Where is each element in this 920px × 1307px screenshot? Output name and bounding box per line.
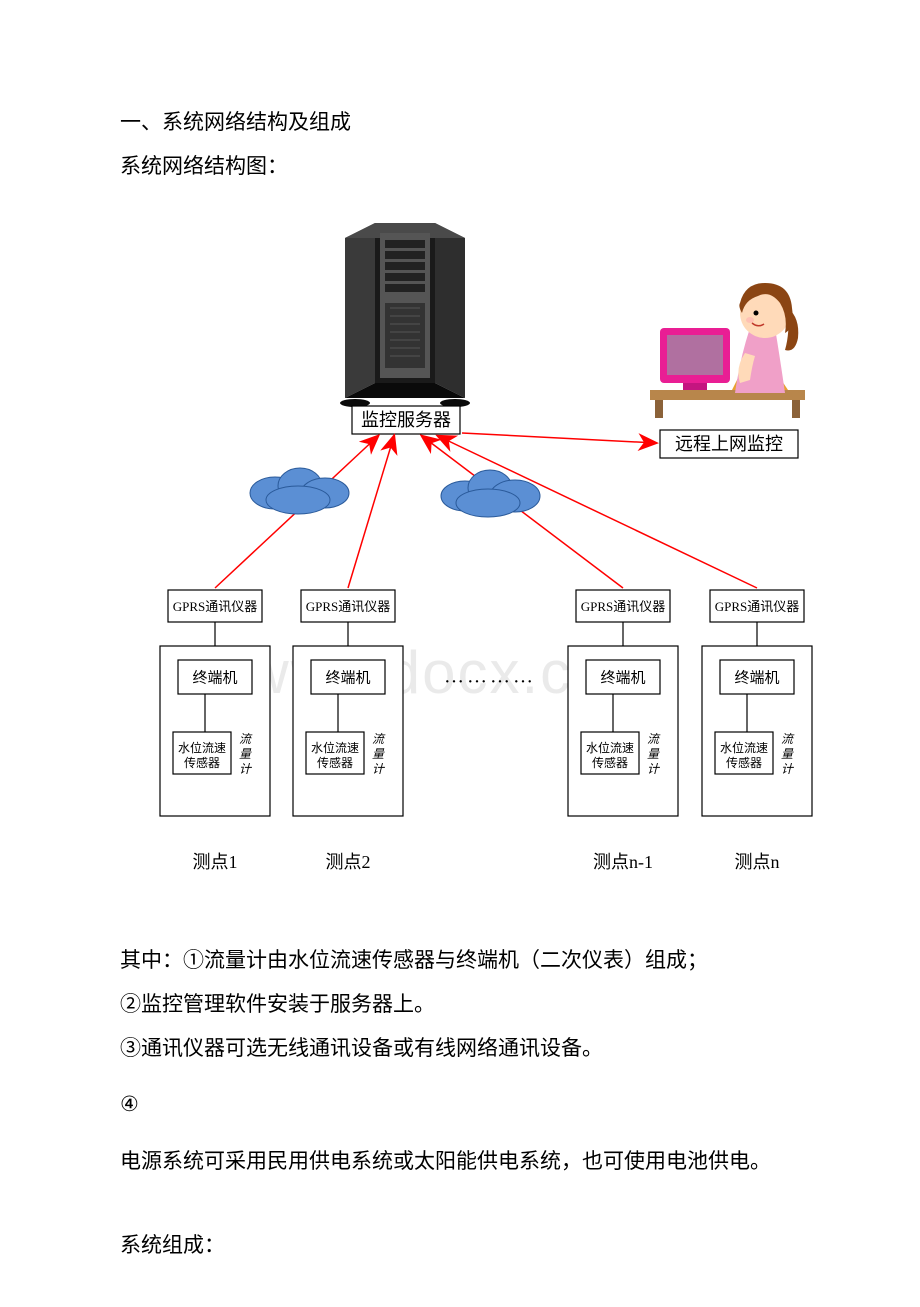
svg-text:GPRS通讯仪器: GPRS通讯仪器 xyxy=(173,599,258,614)
svg-text:GPRS通讯仪器: GPRS通讯仪器 xyxy=(581,599,666,614)
svg-text:传感器: 传感器 xyxy=(592,755,628,770)
server-label: 监控服务器 xyxy=(361,410,451,430)
line-station-3 xyxy=(422,436,623,588)
svg-text:传感器: 传感器 xyxy=(726,755,762,770)
svg-text:测点2: 测点2 xyxy=(326,852,371,872)
svg-text:量: 量 xyxy=(372,747,385,761)
line-station-2 xyxy=(348,436,394,588)
svg-text:终端机: 终端机 xyxy=(192,670,237,687)
svg-text:流: 流 xyxy=(372,732,386,746)
svg-text:传感器: 传感器 xyxy=(184,755,220,770)
svg-text:量: 量 xyxy=(781,747,794,761)
svg-text:终端机: 终端机 xyxy=(600,670,645,687)
ellipsis: ………… xyxy=(444,666,536,688)
svg-text:测点n-1: 测点n-1 xyxy=(593,852,653,872)
svg-text:计: 计 xyxy=(647,762,661,776)
note-6: 系统组成： xyxy=(120,1223,820,1267)
svg-text:计: 计 xyxy=(239,762,253,776)
note-1: 其中：①流量计由水位流速传感器与终端机（二次仪表）组成； xyxy=(120,938,820,982)
svg-text:传感器: 传感器 xyxy=(317,755,353,770)
svg-text:测点n: 测点n xyxy=(735,852,780,872)
station-4: GPRS通讯仪器 终端机 水位流速 传感器 流 量 计 测点n xyxy=(702,590,812,872)
heading-2: 系统网络结构图： xyxy=(120,144,820,188)
note-3: ③通讯仪器可选无线通讯设备或有线网络通讯设备。 xyxy=(120,1026,820,1070)
station-2: GPRS通讯仪器 终端机 水位流速 传感器 流 量 计 测点2 xyxy=(293,590,403,872)
svg-text:计: 计 xyxy=(781,762,795,776)
svg-text:GPRS通讯仪器: GPRS通讯仪器 xyxy=(306,599,391,614)
note-2: ②监控管理软件安装于服务器上。 xyxy=(120,982,820,1026)
svg-text:量: 量 xyxy=(647,747,660,761)
station-1: GPRS通讯仪器 终端机 水位流速 传感器 流 量 计 测点1 xyxy=(160,590,270,872)
svg-text:水位流速: 水位流速 xyxy=(311,740,359,755)
svg-text:GPRS通讯仪器: GPRS通讯仪器 xyxy=(715,599,800,614)
svg-text:流: 流 xyxy=(239,732,253,746)
network-diagram: www.bdocx.com xyxy=(120,208,820,908)
station-3: GPRS通讯仪器 终端机 水位流速 传感器 流 量 计 测点n-1 xyxy=(568,590,678,872)
svg-text:水位流速: 水位流速 xyxy=(586,740,634,755)
server-icon xyxy=(340,223,470,407)
remote-user-icon xyxy=(650,283,805,418)
svg-text:量: 量 xyxy=(239,747,252,761)
svg-text:水位流速: 水位流速 xyxy=(178,740,226,755)
note-5: 电源系统可采用民用供电系统或太阳能供电系统，也可使用电池供电。 xyxy=(120,1139,820,1183)
svg-text:流: 流 xyxy=(781,732,795,746)
heading-1: 一、系统网络结构及组成 xyxy=(120,100,820,144)
svg-text:测点1: 测点1 xyxy=(193,852,238,872)
svg-text:水位流速: 水位流速 xyxy=(720,740,768,755)
cloud-left xyxy=(250,468,349,514)
svg-text:终端机: 终端机 xyxy=(325,670,370,687)
svg-text:流: 流 xyxy=(647,732,661,746)
note-4: ④ xyxy=(120,1082,820,1126)
svg-text:终端机: 终端机 xyxy=(734,670,779,687)
svg-text:计: 计 xyxy=(372,762,386,776)
remote-label: 远程上网监控 xyxy=(675,434,783,454)
arrow-server-remote xyxy=(462,433,656,443)
